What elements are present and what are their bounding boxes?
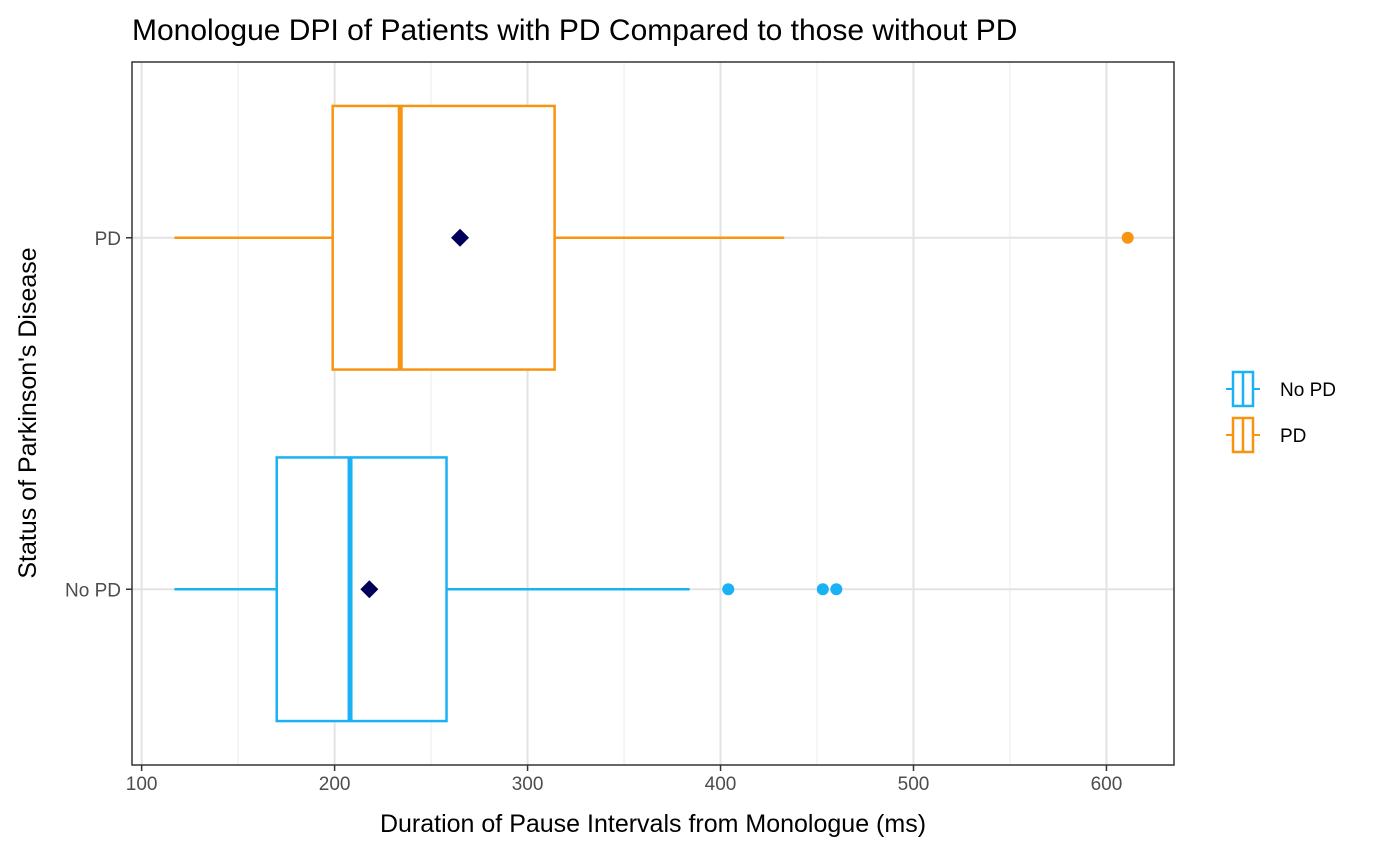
y-tick-label: PD [95, 229, 121, 250]
chart-title: Monologue DPI of Patients with PD Compar… [132, 14, 1017, 47]
boxplot-pd [174, 104, 1134, 371]
x-tick-label: 400 [705, 774, 737, 795]
x-tick-label: 200 [319, 774, 351, 795]
outlier-point [816, 583, 829, 596]
legend-item-no-pd: No PD [1226, 370, 1336, 408]
plot-panel: 100 200 300 400 500 600 No PD PD [65, 61, 1175, 795]
outlier-point [1121, 231, 1134, 244]
x-tick-label: 600 [1091, 774, 1123, 795]
x-tick-label: 100 [126, 774, 158, 795]
outlier-point [722, 583, 735, 596]
outlier-point [830, 583, 843, 596]
boxplot-no-pd [174, 456, 843, 723]
y-tick-label: No PD [65, 580, 121, 601]
legend: No PD PD [1226, 370, 1336, 454]
panel-border [131, 61, 1175, 766]
legend-item-pd: PD [1226, 416, 1306, 454]
y-axis-title: Status of Parkinson's Disease [14, 247, 42, 578]
x-tick-label: 300 [512, 774, 544, 795]
legend-label: PD [1280, 426, 1306, 447]
mean-marker [360, 580, 379, 599]
x-axis-title: Duration of Pause Intervals from Monolog… [380, 810, 926, 838]
iqr-box [331, 104, 556, 371]
x-tick-label: 500 [898, 774, 930, 795]
legend-label: No PD [1280, 380, 1336, 401]
mean-marker [451, 228, 470, 247]
